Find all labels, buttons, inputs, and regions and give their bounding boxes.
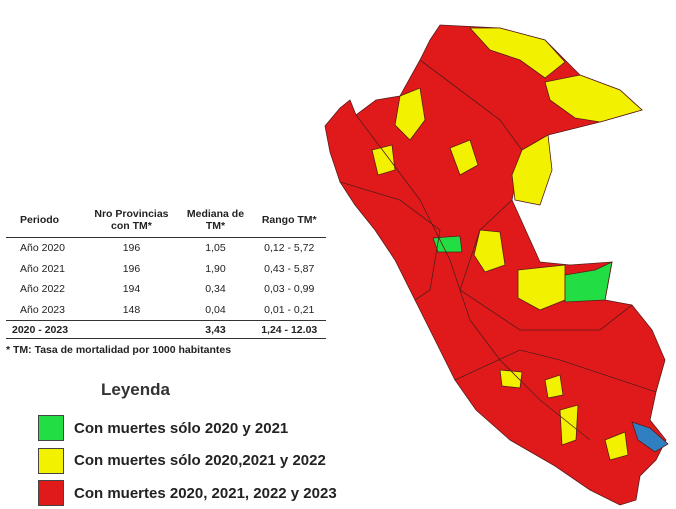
row: Año 2020 196 1,05 0,12 - 5,72 <box>6 238 326 259</box>
region <box>469 27 566 79</box>
row: Año 2022 194 0,34 0,03 - 0,99 <box>6 279 326 300</box>
cell: 1,24 - 12.03 <box>252 320 326 339</box>
footnote: * TM: Tasa de mortalidad por 1000 habita… <box>6 344 232 356</box>
legend-item: Con muertes sólo 2020 y 2021 <box>38 415 288 441</box>
cell: Año 2021 <box>20 262 65 275</box>
rows: Año 2020 196 1,05 0,12 - 5,72 Año 2021 196 1,9… <box>6 238 326 339</box>
lake <box>631 421 669 453</box>
legend-label: Con muertes 2020, 2021, 2022 y 2023 <box>74 484 337 502</box>
stats-table: Periodo Nro Provincias con TM* Mediana d… <box>6 203 326 339</box>
cell: Año 2022 <box>20 283 65 296</box>
cell: 0,04 <box>205 303 226 316</box>
region <box>511 134 553 206</box>
cell: 0,34 <box>205 283 226 296</box>
cell: 0,03 - 0,99 <box>264 283 315 296</box>
legend-swatch <box>38 415 64 441</box>
region <box>499 369 523 389</box>
cell: Año 2020 <box>20 242 65 255</box>
legend-swatch <box>38 447 64 474</box>
header-cell: Nro Provincias con TM* <box>84 203 179 238</box>
region <box>564 261 613 303</box>
cell: 148 <box>122 303 141 316</box>
legend-item: Con muertes sólo 2020,2021 y 2022 <box>38 447 326 474</box>
cell: 1,90 <box>205 262 226 275</box>
legend-label: Con muertes sólo 2020,2021 y 2022 <box>74 452 326 469</box>
cell: Año 2023 <box>20 303 65 316</box>
header-row: Periodo Nro Provincias con TM* Mediana d… <box>6 203 326 238</box>
region <box>559 404 579 446</box>
region <box>394 87 426 141</box>
cell: 0,12 - 5,72 <box>264 242 315 255</box>
legend-label: Con muertes sólo 2020 y 2021 <box>74 419 289 437</box>
border <box>419 59 523 151</box>
header-cell: Periodo <box>6 203 85 238</box>
row: Año 2021 196 1,90 0,43 - 5,87 <box>6 259 326 280</box>
region <box>371 144 396 176</box>
region <box>544 374 564 399</box>
border <box>454 349 657 393</box>
cell: 196 <box>122 262 141 275</box>
cell: 0,43 - 5,87 <box>264 262 315 275</box>
border <box>459 199 633 331</box>
border <box>339 181 441 301</box>
header-cell: Mediana de TM* <box>178 203 253 238</box>
cell: 3,43 <box>178 320 253 339</box>
row: 2020 - 2023 3,43 1,24 - 12.03 <box>6 320 326 339</box>
legend-swatch <box>38 480 64 506</box>
region <box>544 74 643 123</box>
legend-item: Con muertes 2020, 2021, 2022 y 2023 <box>38 480 337 506</box>
peru-map <box>324 24 669 506</box>
region <box>449 139 479 176</box>
cell <box>84 320 179 339</box>
legend-title: Leyenda <box>101 380 170 399</box>
region <box>473 229 506 273</box>
header-cell: Rango TM* <box>252 203 326 238</box>
cell: 0,01 - 0,21 <box>264 303 315 316</box>
region <box>517 264 566 311</box>
region <box>604 431 629 461</box>
cell: 194 <box>122 283 141 296</box>
cell: 1,05 <box>205 242 226 255</box>
cell: 2020 - 2023 <box>6 320 85 339</box>
cell: 196 <box>122 242 141 255</box>
row: Año 2023 148 0,04 0,01 - 0,21 <box>6 300 326 321</box>
